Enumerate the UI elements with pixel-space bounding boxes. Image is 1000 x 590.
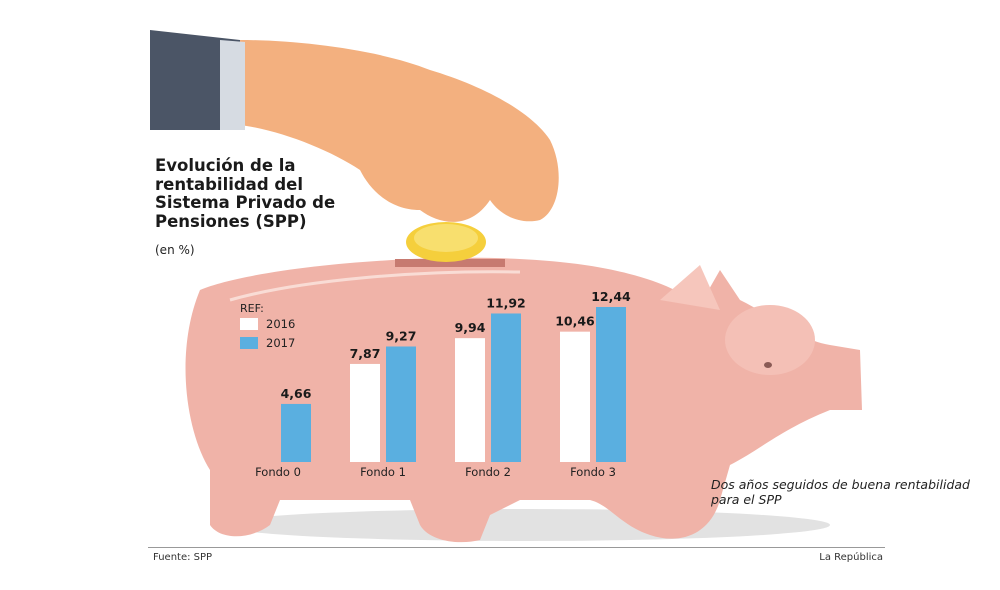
- legend-item-2016: 2016: [240, 317, 295, 331]
- bar-2016-fondo-1: [350, 363, 380, 462]
- hand-with-coin: [150, 30, 559, 262]
- legend-swatch-2017: [240, 337, 258, 349]
- legend-item-2017: 2017: [240, 336, 295, 350]
- annotation-note: Dos años seguidos de buena rentabilidad …: [711, 477, 970, 507]
- piggy-bank: [185, 257, 862, 543]
- data-label: 4,66: [281, 386, 312, 401]
- data-label: 11,92: [486, 295, 526, 310]
- bar-2016-fondo-3: [560, 331, 590, 462]
- category-label: Fondo 3: [570, 465, 616, 479]
- bar-2016-fondo-2: [455, 338, 485, 462]
- source-label: Fuente: SPP: [153, 552, 213, 563]
- legend-label-2017: 2017: [266, 336, 296, 350]
- legend-label-2016: 2016: [266, 317, 296, 331]
- category-label: Fondo 1: [360, 465, 406, 479]
- bar-2017-fondo-3: [596, 307, 626, 462]
- data-label: 9,27: [386, 328, 417, 343]
- bar-2017-fondo-2: [491, 313, 521, 462]
- data-label: 9,94: [455, 320, 486, 335]
- bar-2017-fondo-1: [386, 346, 416, 462]
- brand-label: La República: [819, 552, 883, 563]
- legend-title: REF:: [240, 302, 264, 315]
- legend-swatch-2016: [240, 318, 258, 330]
- coin-slot: [395, 259, 505, 267]
- category-label: Fondo 0: [255, 465, 301, 479]
- chart-title: Evolución de la rentabilidad del Sistema…: [155, 156, 336, 231]
- chart-subtitle: (en %): [155, 243, 195, 257]
- data-label: 10,46: [555, 314, 595, 329]
- data-label: 12,44: [591, 289, 631, 304]
- bar-2017-fondo-0: [281, 403, 311, 462]
- data-label: 7,87: [350, 346, 381, 361]
- footer-divider: [148, 547, 885, 548]
- category-label: Fondo 2: [465, 465, 511, 479]
- pig-shadow: [220, 509, 830, 541]
